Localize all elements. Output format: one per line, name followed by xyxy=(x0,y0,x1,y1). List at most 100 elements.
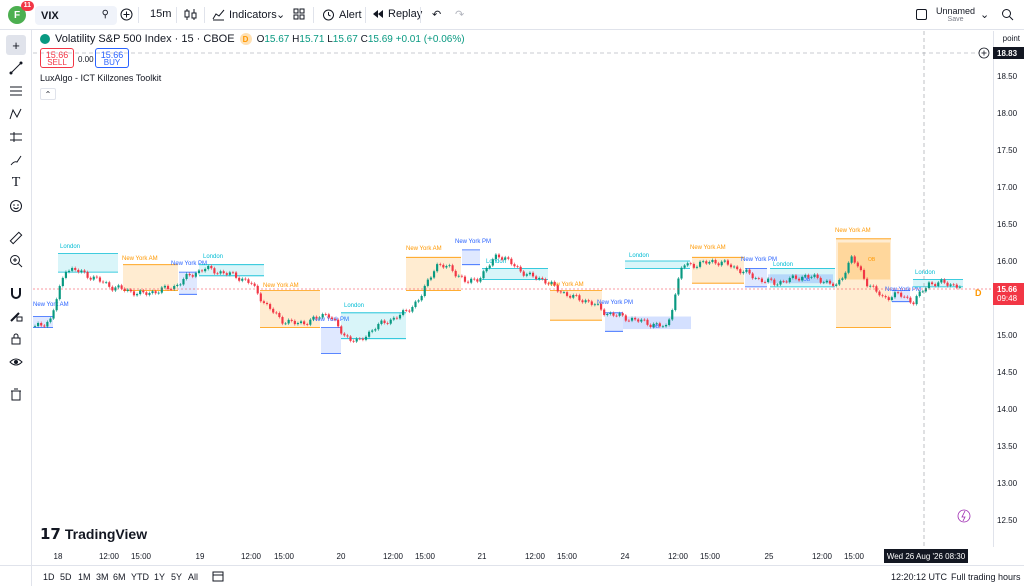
candle-body xyxy=(67,270,71,272)
utc-clock[interactable]: 12:20:12 UTC xyxy=(891,572,948,582)
candle-body xyxy=(661,326,665,328)
chart-type-button[interactable] xyxy=(184,8,197,21)
candle-body xyxy=(918,291,921,297)
watermark-text: TradingView xyxy=(64,526,148,542)
indicator-legend[interactable]: LuxAlgo - ICT Killzones Toolkit xyxy=(40,73,162,83)
candle-body xyxy=(58,286,61,300)
killzone-label: New York PM xyxy=(885,287,921,293)
range-button-6m[interactable]: 6M xyxy=(113,572,126,582)
crosshair-tool[interactable]: + xyxy=(6,35,26,55)
candle-body xyxy=(621,313,624,316)
lock-drawings-tool[interactable] xyxy=(6,329,26,349)
layout-name-button[interactable]: Unnamed Save xyxy=(936,6,975,23)
goto-date-button[interactable] xyxy=(212,570,224,584)
candle-body xyxy=(244,278,247,280)
sell-button[interactable]: 15.66 SELL xyxy=(40,48,74,68)
text-tool[interactable]: T xyxy=(6,173,26,193)
killzone-box xyxy=(625,261,690,269)
crosshair-plus-button[interactable] xyxy=(978,47,990,59)
tradingview-watermark[interactable]: 𝟭𝟳 TradingView xyxy=(40,525,147,543)
range-button-3m[interactable]: 3M xyxy=(96,572,109,582)
close-value: 15.69 xyxy=(367,33,393,45)
candle-body xyxy=(955,284,958,288)
candle-body xyxy=(859,266,863,271)
candle-body xyxy=(253,283,256,286)
add-symbol-button[interactable] xyxy=(120,8,133,21)
pattern-tool[interactable] xyxy=(6,104,26,124)
prediction-tool[interactable] xyxy=(6,127,26,147)
candle-body xyxy=(949,284,952,286)
killzone-label: New York PM xyxy=(455,239,491,245)
candle-body xyxy=(355,338,358,342)
trend-line-tool[interactable] xyxy=(6,58,26,78)
time-tick-label: 15:00 xyxy=(131,552,152,561)
magnet-tool[interactable] xyxy=(6,283,26,303)
range-button-5d[interactable]: 5D xyxy=(60,572,72,582)
measure-tool[interactable] xyxy=(6,228,26,248)
plus-circle-icon xyxy=(120,8,133,21)
undo-button[interactable]: ↶ xyxy=(432,8,441,21)
stay-drawing-tool[interactable] xyxy=(6,306,26,326)
indicators-button[interactable]: Indicators xyxy=(212,8,277,21)
fib-tool[interactable] xyxy=(6,81,26,101)
range-button-5y[interactable]: 5Y xyxy=(171,572,183,582)
candle-body xyxy=(135,294,139,296)
range-button-ytd[interactable]: YTD xyxy=(131,572,149,582)
candle-body xyxy=(327,314,330,318)
layout-menu-dropdown[interactable]: ⌄ xyxy=(980,8,989,21)
time-axis[interactable]: 18 12:00 15:00 19 12:00 15:00 20 12:00 15:00 21 12… xyxy=(33,547,992,565)
candle-body xyxy=(785,281,788,283)
chevron-up-icon: ⌃ xyxy=(44,89,52,99)
candle-body xyxy=(426,279,429,286)
buy-button[interactable]: 15.66 BUY xyxy=(95,48,129,68)
interval-button[interactable]: 15m xyxy=(150,8,171,20)
brush-tool[interactable] xyxy=(6,150,26,170)
range-button-1d[interactable]: 1D xyxy=(43,572,55,582)
user-avatar[interactable]: F 11 xyxy=(8,1,34,24)
range-button-all[interactable]: All xyxy=(188,572,199,582)
candle-body xyxy=(306,324,309,325)
redo-button[interactable]: ↷ xyxy=(455,8,464,21)
candle-body xyxy=(698,261,702,267)
candle-body xyxy=(708,261,711,264)
delete-drawings-tool[interactable] xyxy=(6,384,26,404)
candle-body xyxy=(535,276,538,280)
candle-body xyxy=(547,283,550,285)
candle-body xyxy=(151,291,154,294)
alert-button[interactable]: Alert xyxy=(322,8,362,21)
layout-grid-button[interactable] xyxy=(293,8,305,20)
dividend-marker[interactable]: D xyxy=(975,288,982,298)
zoom-tool[interactable] xyxy=(6,251,26,271)
candle-body xyxy=(822,282,825,284)
collapse-legend-button[interactable]: ⌃ xyxy=(40,88,56,100)
range-button-1m[interactable]: 1M xyxy=(78,572,91,582)
quick-search-button[interactable] xyxy=(1001,8,1014,21)
candle-body xyxy=(689,263,692,265)
hide-drawings-tool[interactable] xyxy=(6,352,26,372)
price-tick-label: 16.00 xyxy=(997,257,1018,266)
calendar-icon xyxy=(212,571,224,582)
time-tick-label: 15:00 xyxy=(844,552,865,561)
candle-body xyxy=(686,263,689,266)
candle-body xyxy=(630,317,634,321)
candle-body xyxy=(64,271,68,278)
killzone-label: New York AM xyxy=(122,256,158,262)
toolbar-divider xyxy=(420,7,421,23)
replay-button[interactable]: Replay xyxy=(372,8,422,20)
candle-body xyxy=(726,260,729,265)
candle-body xyxy=(760,278,764,282)
goto-realtime-button[interactable] xyxy=(957,509,971,523)
tradingview-logo-icon: 𝟭𝟳 xyxy=(40,526,61,543)
price-tick-label: 17.50 xyxy=(997,146,1018,155)
series-legend[interactable]: Volatility S&P 500 Index · 15 · CBOE D O… xyxy=(40,33,465,45)
select-layout-checkbox[interactable] xyxy=(916,9,927,20)
indicator-templates-dropdown[interactable]: ⌄ xyxy=(276,8,285,21)
candle-body xyxy=(705,261,708,264)
symbol-search[interactable]: VIX ⚲ xyxy=(35,6,117,25)
candle-body xyxy=(940,279,943,283)
icon-tool[interactable] xyxy=(6,196,26,216)
compare-icon[interactable]: ⚲ xyxy=(101,9,109,20)
session-mode[interactable]: Full trading hours xyxy=(951,572,1021,582)
range-button-1y[interactable]: 1Y xyxy=(154,572,166,582)
